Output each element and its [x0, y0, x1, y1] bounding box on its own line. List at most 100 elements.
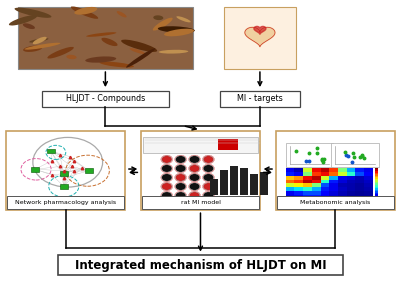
FancyBboxPatch shape	[375, 184, 378, 185]
Circle shape	[203, 174, 214, 181]
FancyBboxPatch shape	[303, 180, 312, 184]
FancyBboxPatch shape	[356, 168, 364, 172]
FancyBboxPatch shape	[320, 187, 329, 191]
Ellipse shape	[126, 48, 155, 68]
Ellipse shape	[153, 18, 173, 30]
FancyBboxPatch shape	[375, 170, 378, 171]
FancyBboxPatch shape	[312, 195, 320, 199]
FancyBboxPatch shape	[329, 184, 338, 187]
FancyBboxPatch shape	[60, 184, 68, 188]
FancyBboxPatch shape	[364, 187, 373, 191]
FancyBboxPatch shape	[329, 176, 338, 180]
FancyBboxPatch shape	[286, 176, 294, 180]
FancyBboxPatch shape	[240, 168, 248, 195]
FancyBboxPatch shape	[18, 7, 192, 69]
Circle shape	[162, 156, 172, 163]
FancyBboxPatch shape	[250, 174, 258, 195]
Text: MI - targets: MI - targets	[237, 94, 283, 103]
FancyBboxPatch shape	[85, 168, 93, 173]
FancyBboxPatch shape	[218, 139, 238, 150]
FancyBboxPatch shape	[329, 168, 338, 172]
FancyBboxPatch shape	[42, 91, 169, 107]
Ellipse shape	[14, 8, 52, 18]
Circle shape	[162, 192, 172, 199]
FancyBboxPatch shape	[329, 195, 338, 199]
FancyBboxPatch shape	[277, 196, 394, 209]
FancyBboxPatch shape	[320, 176, 329, 180]
FancyBboxPatch shape	[142, 196, 259, 209]
FancyBboxPatch shape	[347, 180, 356, 184]
FancyBboxPatch shape	[375, 185, 378, 186]
FancyBboxPatch shape	[338, 172, 347, 176]
FancyBboxPatch shape	[375, 191, 378, 193]
FancyBboxPatch shape	[320, 168, 329, 172]
FancyBboxPatch shape	[303, 191, 312, 195]
Circle shape	[189, 165, 200, 172]
Circle shape	[189, 192, 200, 199]
Ellipse shape	[23, 23, 35, 29]
Circle shape	[162, 174, 172, 181]
FancyBboxPatch shape	[286, 184, 294, 187]
FancyBboxPatch shape	[294, 187, 303, 191]
Ellipse shape	[100, 62, 134, 68]
Ellipse shape	[164, 29, 194, 36]
FancyBboxPatch shape	[312, 176, 320, 180]
FancyBboxPatch shape	[141, 131, 260, 210]
FancyBboxPatch shape	[60, 171, 68, 176]
Text: Network pharmacology analysis: Network pharmacology analysis	[15, 200, 116, 205]
FancyBboxPatch shape	[364, 172, 373, 176]
FancyBboxPatch shape	[347, 168, 356, 172]
FancyBboxPatch shape	[31, 167, 39, 172]
FancyBboxPatch shape	[286, 143, 333, 167]
FancyBboxPatch shape	[331, 143, 379, 167]
Ellipse shape	[9, 15, 37, 26]
FancyBboxPatch shape	[375, 188, 378, 190]
Ellipse shape	[24, 43, 60, 50]
FancyBboxPatch shape	[356, 180, 364, 184]
FancyBboxPatch shape	[375, 198, 378, 199]
FancyBboxPatch shape	[375, 180, 378, 182]
FancyBboxPatch shape	[47, 149, 55, 153]
FancyBboxPatch shape	[347, 184, 356, 187]
Ellipse shape	[121, 40, 157, 52]
FancyBboxPatch shape	[303, 176, 312, 180]
Circle shape	[176, 183, 186, 190]
Circle shape	[162, 183, 172, 190]
FancyBboxPatch shape	[286, 172, 294, 176]
FancyBboxPatch shape	[375, 174, 378, 176]
FancyBboxPatch shape	[375, 186, 378, 188]
Ellipse shape	[117, 11, 127, 17]
Text: Integrated mechanism of HLJDT on MI: Integrated mechanism of HLJDT on MI	[75, 259, 326, 272]
Circle shape	[176, 174, 186, 181]
FancyBboxPatch shape	[286, 180, 294, 184]
Circle shape	[189, 174, 200, 181]
FancyBboxPatch shape	[303, 187, 312, 191]
FancyBboxPatch shape	[329, 180, 338, 184]
FancyBboxPatch shape	[329, 187, 338, 191]
FancyBboxPatch shape	[356, 172, 364, 176]
FancyBboxPatch shape	[286, 195, 294, 199]
FancyBboxPatch shape	[303, 184, 312, 187]
FancyBboxPatch shape	[338, 180, 347, 184]
FancyBboxPatch shape	[375, 176, 378, 177]
FancyBboxPatch shape	[312, 168, 320, 172]
Circle shape	[176, 192, 186, 199]
Circle shape	[203, 165, 214, 172]
FancyBboxPatch shape	[338, 168, 347, 172]
Ellipse shape	[47, 47, 74, 58]
Text: Metabonomic analysis: Metabonomic analysis	[300, 200, 370, 205]
FancyBboxPatch shape	[364, 180, 373, 184]
Ellipse shape	[86, 32, 116, 37]
FancyBboxPatch shape	[347, 172, 356, 176]
Polygon shape	[245, 27, 275, 47]
FancyBboxPatch shape	[220, 91, 300, 107]
FancyBboxPatch shape	[230, 166, 238, 195]
FancyBboxPatch shape	[356, 187, 364, 191]
FancyBboxPatch shape	[375, 190, 378, 191]
FancyBboxPatch shape	[375, 196, 378, 198]
Circle shape	[189, 183, 200, 190]
FancyBboxPatch shape	[364, 168, 373, 172]
FancyBboxPatch shape	[375, 179, 378, 180]
FancyBboxPatch shape	[338, 187, 347, 191]
FancyBboxPatch shape	[375, 171, 378, 172]
